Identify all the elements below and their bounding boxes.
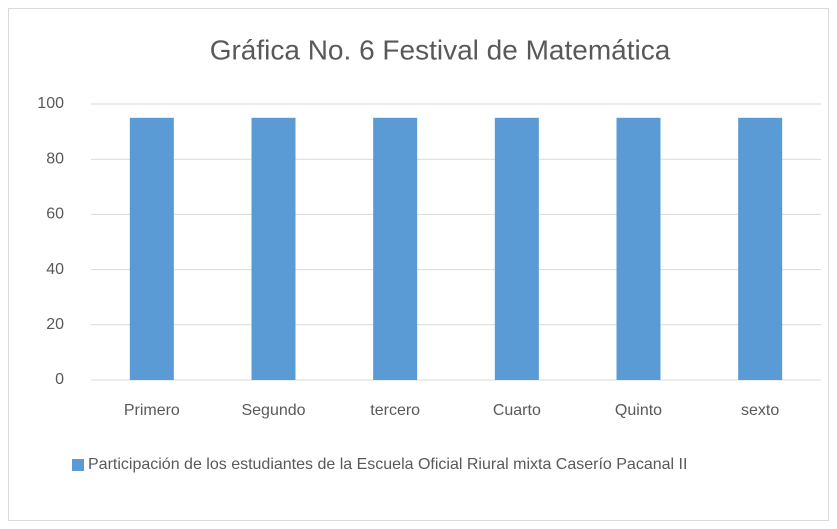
x-tick-label: Primero [124,402,180,419]
x-tick-label: tercero [370,402,420,419]
legend-label: Participación de los estudiantes de la E… [88,456,688,473]
legend-swatch [72,459,84,471]
y-tick-label: 20 [46,316,64,333]
chart-title: Gráfica No. 6 Festival de Matemática [210,34,671,65]
y-tick-label: 60 [46,206,64,223]
bar [738,117,783,381]
bar [616,117,661,381]
bar [373,117,418,381]
legend: Participación de los estudiantes de la E… [72,450,812,480]
x-tick-label: Cuarto [493,402,541,419]
x-tick-label: Segundo [241,402,305,419]
x-tick-label: sexto [741,402,779,419]
y-tick-label: 0 [55,371,64,388]
y-tick-label: 80 [46,150,64,167]
bar [251,117,296,381]
y-tick-label: 100 [37,95,64,112]
x-tick-label: Quinto [615,402,662,419]
bar [129,117,174,381]
bar [494,117,539,381]
y-tick-label: 40 [46,261,64,278]
